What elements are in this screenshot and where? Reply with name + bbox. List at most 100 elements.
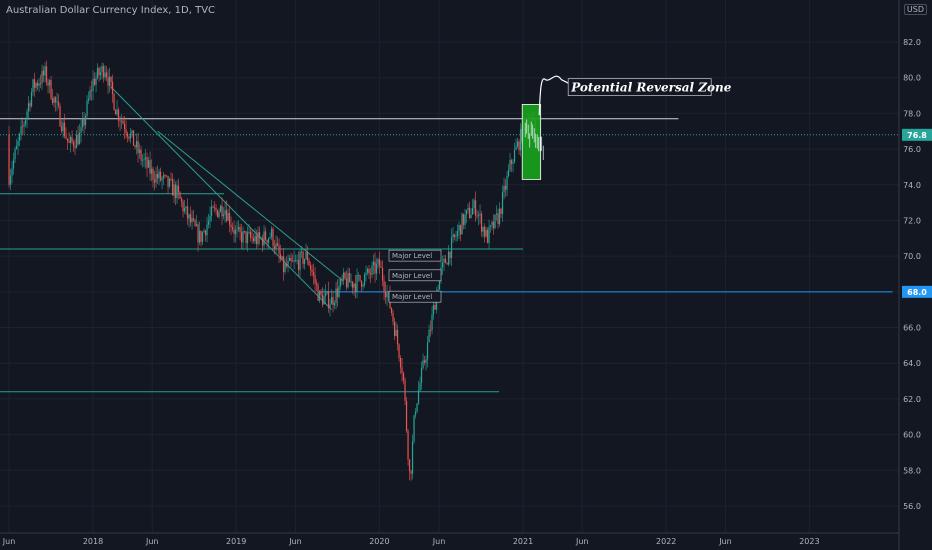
candle-body [408,459,411,472]
candle-body [329,304,331,309]
y-tick-label: 76.0 [903,145,921,154]
candle-body [33,79,36,88]
candle-body [381,267,384,281]
candle-body [251,237,253,239]
candle-body [132,130,135,146]
candle-body [161,178,163,181]
candle-body [266,240,268,243]
candle-body [318,291,321,301]
candle-body [326,291,328,294]
candle-body [330,297,333,305]
candle-body [131,130,133,134]
major-level-label: Major Level [392,252,432,260]
candle-body [261,238,264,246]
candle-body [311,269,313,273]
candle-body [449,251,451,259]
candle-body [147,160,150,168]
x-tick-label: 2021 [513,537,533,546]
candle-body [500,208,502,214]
x-tick-label: Jun [718,537,732,546]
channel-line [110,86,332,311]
candle-body [387,292,390,294]
y-tick-label: 60.0 [903,431,921,440]
candle-body [371,265,373,275]
candle-body [464,214,466,225]
candle-body [386,293,388,298]
candle-body [125,129,127,134]
candle-body [519,129,522,151]
candle-body [419,382,421,391]
candle-body [99,72,102,76]
gridlines [0,0,899,533]
candle-body [426,342,429,360]
candle-body [68,140,70,143]
candle-body [462,213,465,225]
currency-label[interactable]: USD [903,4,927,15]
candle-body [459,225,462,235]
x-tick-label: Jun [2,537,16,546]
reversal-zone-box [521,104,542,180]
candle-body [348,272,351,283]
candle-body [74,146,76,149]
candle-body [63,122,66,137]
candle-body [372,261,375,266]
candle-body [96,67,99,78]
x-tick-label: 2018 [83,537,103,546]
candle-body [362,285,364,287]
candle-body [378,259,381,267]
candle-body [393,321,396,337]
candle-body [81,119,84,128]
candle-body [102,66,105,78]
candle-body [87,98,90,101]
y-tick-label: 78.0 [903,109,921,118]
candle-body [57,101,60,106]
candle-body [518,141,520,151]
candle-body [365,272,367,275]
candle-body [429,329,432,331]
candle-body [224,210,226,215]
candle-body [203,230,205,233]
candle-body [495,213,498,215]
candle-body [188,214,190,219]
candle-body [255,235,258,245]
candle-body [470,214,472,218]
candle-body [72,141,75,147]
candle-body [471,208,474,215]
candle-body [237,227,240,230]
candle-body [432,305,435,315]
candle-body [482,227,484,232]
x-tick-label: Jun [288,537,302,546]
candle-body [356,275,358,292]
candle-body [516,141,519,147]
candle-body [375,263,378,274]
candle-body [240,232,243,243]
candle-body [149,160,151,174]
candle-body [366,269,369,273]
candle-body [36,83,39,86]
candle-body [105,72,108,78]
candle-body [198,230,201,243]
candle-body [314,275,316,284]
candle-body [119,120,121,122]
candle-body [56,101,58,103]
candle-body [113,93,115,110]
candle-body [54,97,57,103]
candle-body [275,243,277,249]
candle-body [101,66,103,73]
x-tick-label: 2023 [799,537,819,546]
time-axis[interactable]: Jun 2018 Jun 2019 Jun 2020 Jun 2021 Jun 2022 Jun 20… [2,537,820,546]
candle-body [92,78,94,92]
candle-body [354,283,357,292]
candle-body [285,263,288,267]
candle-body [194,220,196,226]
channel-line [157,130,344,282]
candle-body [41,70,43,84]
candle-body [35,83,37,88]
candle-body [504,185,507,190]
candle-body [44,66,46,76]
candle-body [309,265,312,270]
candle-body [513,149,516,163]
candle-body [152,168,154,180]
y-tick-label: 80.0 [903,74,921,83]
